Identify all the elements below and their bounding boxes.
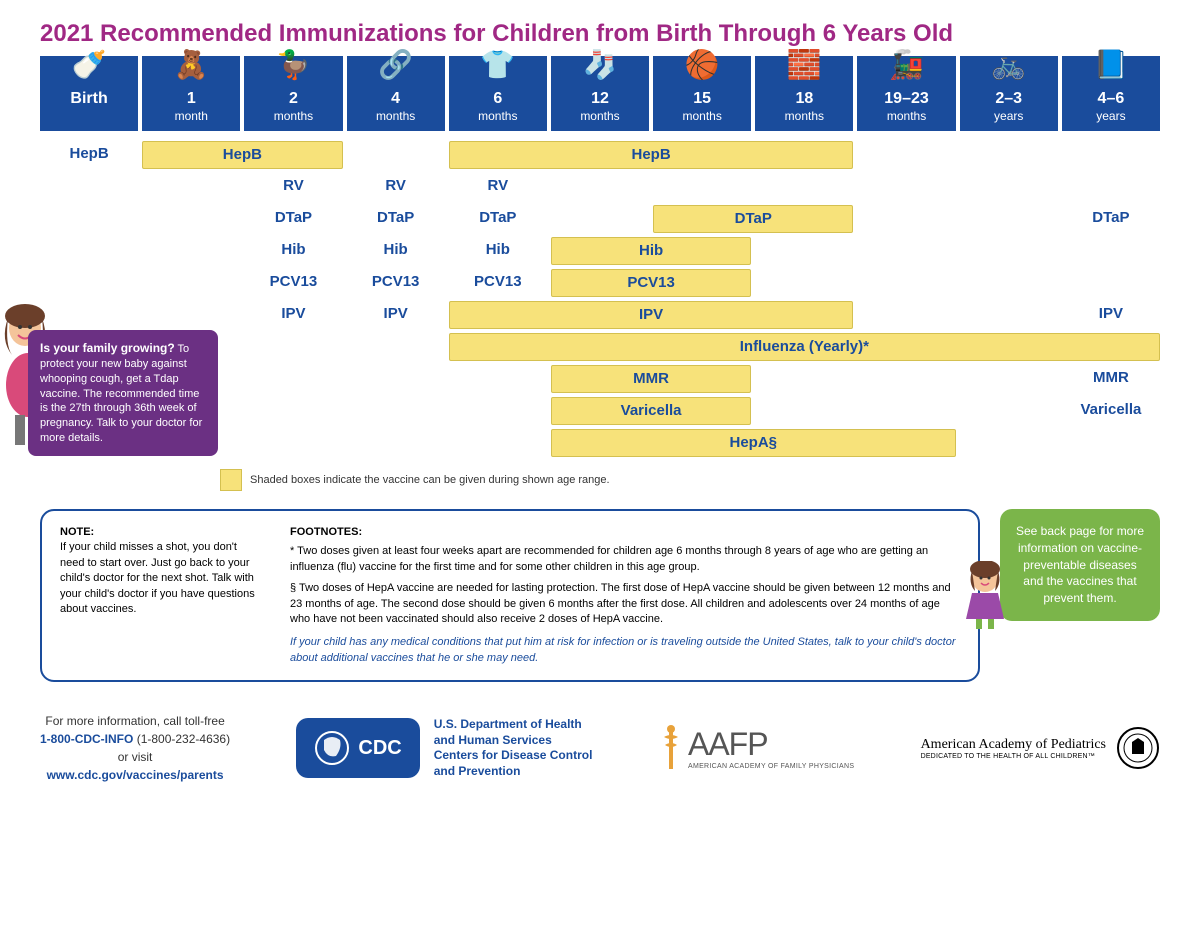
age-2mo: 🦆2months: [244, 56, 342, 131]
age-2-3y: 🚲2–3years: [960, 56, 1058, 131]
mmr-4-6y: MMR: [1062, 365, 1160, 393]
age-19-23mo: 🚂19–23months: [857, 56, 955, 131]
back-page-callout: See back page for more information on va…: [1000, 509, 1160, 621]
ipv-2mo: IPV: [244, 301, 342, 329]
ipv-4mo: IPV: [347, 301, 445, 329]
contact-info: For more information, call toll-free 1-8…: [40, 712, 230, 784]
age-birth: 🍼Birth: [40, 56, 138, 131]
pcv-2mo: PCV13: [244, 269, 342, 297]
pcv-6mo: PCV13: [449, 269, 547, 297]
rv-2mo: RV: [244, 173, 342, 201]
hib-4mo: Hib: [347, 237, 445, 265]
footer: For more information, call toll-free 1-8…: [40, 712, 1160, 784]
influenza-yearly: Influenza (Yearly)*: [449, 333, 1160, 361]
dtap-15-18mo: DTaP: [653, 205, 853, 233]
caduceus-icon: [660, 725, 682, 771]
legend-swatch: [220, 469, 242, 491]
age-4-6y: 📘4–6years: [1062, 56, 1160, 131]
cdc-logo: CDC: [296, 718, 419, 778]
age-4mo: 🔗4months: [347, 56, 445, 131]
varicella-12-15mo: Varicella: [551, 397, 751, 425]
varicella-4-6y: Varicella: [1062, 397, 1160, 425]
age-timeline: 🍼Birth 🧸1month 🦆2months 🔗4months 👕6month…: [40, 56, 1160, 131]
rv-6mo: RV: [449, 173, 547, 201]
pcv-4mo: PCV13: [347, 269, 445, 297]
dtap-4-6y: DTaP: [1062, 205, 1160, 233]
child-icon: [960, 561, 1010, 631]
rings-icon: 🔗: [378, 48, 413, 81]
mmr-12-15mo: MMR: [551, 365, 751, 393]
train-icon: 🚂: [889, 48, 924, 81]
footnotes-label: FOOTNOTES:: [290, 526, 362, 538]
footnote-1: Two doses given at least four weeks apar…: [290, 545, 928, 572]
phone-number: 1-800-CDC-INFO: [40, 732, 133, 746]
aap-seal-icon: [1116, 726, 1160, 770]
hepb-birth: HepB: [40, 141, 138, 169]
hepb-1-2mo: HepB: [142, 141, 342, 169]
age-6mo: 👕6months: [449, 56, 547, 131]
green-callout-text: See back page for more information on va…: [1016, 524, 1144, 605]
hhs-seal-icon: [314, 730, 350, 766]
callout-body: To protect your new baby against whoopin…: [40, 343, 202, 444]
bib-icon: 👕: [480, 48, 515, 81]
website-url: www.cdc.gov/vaccines/parents: [47, 768, 224, 782]
ipv-6-18mo: IPV: [449, 301, 854, 329]
dtap-2mo: DTaP: [244, 205, 342, 233]
aafp-logo: AAFP AMERICAN ACADEMY OF FAMILY PHYSICIA…: [660, 725, 854, 771]
hhs-dept-text: U.S. Department of Health and Human Serv…: [434, 717, 594, 779]
callout-heading: Is your family growing?: [40, 341, 175, 355]
age-1mo: 🧸1month: [142, 56, 240, 131]
note-text: If your child misses a shot, you don't n…: [60, 541, 255, 615]
rattle-icon: 🧸: [174, 48, 209, 81]
hib-6mo: Hib: [449, 237, 547, 265]
dtap-6mo: DTaP: [449, 205, 547, 233]
tricycle-icon: 🚲: [991, 48, 1026, 81]
note-label: NOTE:: [60, 526, 94, 538]
hepa-12-23mo: HepA§: [551, 429, 956, 457]
age-18mo: 🧱18months: [755, 56, 853, 131]
hib-12-15mo: Hib: [551, 237, 751, 265]
pcv-12-15mo: PCV13: [551, 269, 751, 297]
duck-icon: 🦆: [276, 48, 311, 81]
age-12mo: 🧦12months: [551, 56, 649, 131]
legend-text: Shaded boxes indicate the vaccine can be…: [250, 474, 610, 486]
hepb-6-18mo: HepB: [449, 141, 854, 169]
legend: Shaded boxes indicate the vaccine can be…: [220, 469, 1160, 491]
page-title: 2021 Recommended Immunizations for Child…: [40, 20, 1160, 48]
family-growing-callout: Is your family growing? To protect your …: [28, 330, 218, 456]
aap-logo: American Academy of Pediatrics DEDICATED…: [921, 726, 1160, 770]
ball-icon: 🏀: [685, 48, 720, 81]
ipv-4-6y: IPV: [1062, 301, 1160, 329]
notes-box: NOTE: If your child misses a shot, you d…: [40, 509, 980, 682]
stroller-icon: 🍼: [72, 48, 107, 81]
footnote-2: Two doses of HepA vaccine are needed for…: [290, 582, 951, 625]
age-15mo: 🏀15months: [653, 56, 751, 131]
blocks-icon: 🧱: [787, 48, 822, 81]
book-icon: 📘: [1093, 48, 1128, 81]
rv-4mo: RV: [347, 173, 445, 201]
footnote-italic: If your child has any medical conditions…: [290, 635, 960, 666]
dtap-4mo: DTaP: [347, 205, 445, 233]
hib-2mo: Hib: [244, 237, 342, 265]
socks-icon: 🧦: [583, 48, 618, 81]
